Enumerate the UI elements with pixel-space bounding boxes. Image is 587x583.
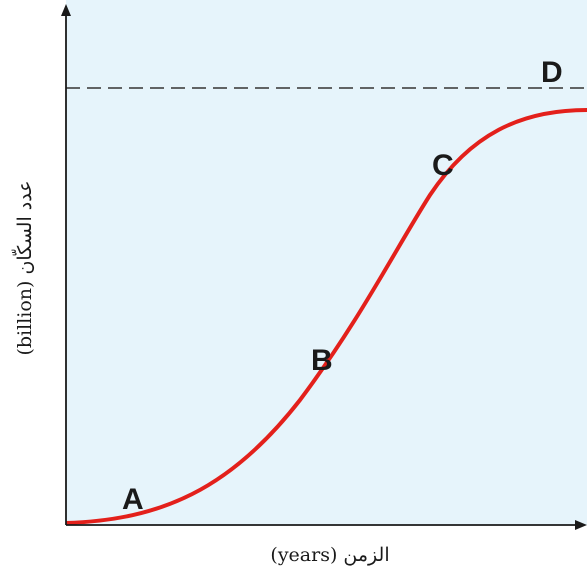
point-label-c: C xyxy=(432,149,454,182)
point-label-a: A xyxy=(122,483,144,516)
plot-background xyxy=(66,0,587,525)
point-label-d: D xyxy=(541,56,563,89)
y-axis-label: عدد السكّان (billion) xyxy=(11,180,36,355)
y-axis-arrow-icon xyxy=(61,4,71,16)
x-axis-label: الزمن (years) xyxy=(270,544,389,566)
point-label-b: B xyxy=(311,344,333,377)
x-axis-arrow-icon xyxy=(575,520,587,530)
population-s-curve xyxy=(65,108,587,525)
